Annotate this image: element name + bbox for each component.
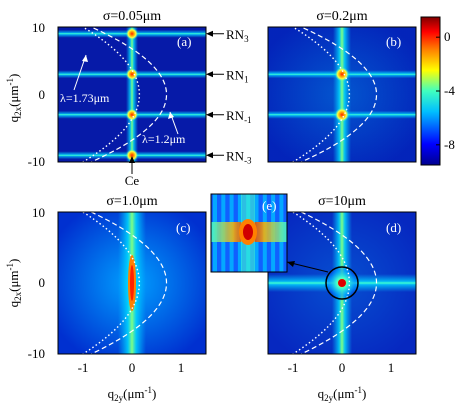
panel-b-frame (267, 26, 417, 163)
panel-c: σ=1.0μm (c) 10 0 -10 q2x(μm-1) -1 0 1 q2… (5, 194, 207, 403)
panel-d-dashed-curve (299, 212, 378, 354)
panel-d-center-spot (338, 279, 346, 287)
panel-c-xtick-left: -1 (78, 360, 89, 375)
panel-a-ylabel: q2x(μm-1) (5, 74, 23, 123)
panel-a-center-label: Ce (125, 173, 140, 188)
inset-e: (e) (210, 193, 329, 273)
panel-a-lambda-dotted-label: λ=1.73μm (60, 91, 110, 105)
panel-a-center-arrowhead (129, 156, 135, 163)
panel-a-lambda-dashed-label: λ=1.2μm (142, 132, 186, 146)
panel-c-title: σ=1.0μm (106, 194, 157, 209)
panel-d: σ=10μm (d) -1 0 1 q2y(μm-1) (267, 194, 417, 403)
panel-c-xtick-right: 1 (178, 360, 185, 375)
panel-c-dashed-curve (89, 212, 168, 354)
panel-c-center-core (130, 265, 134, 301)
panel-a-ytick-bottom: -10 (28, 154, 45, 169)
rn-arrowhead (206, 152, 213, 159)
panel-a-rn-labels: RN3 RN1 RN-1 RN-3 (206, 27, 252, 165)
panel-a-center-line (126, 27, 138, 162)
panel-b-dashed-curve (299, 27, 378, 162)
resonance-spot (126, 27, 138, 40)
resonance-spot (126, 149, 138, 162)
panel-a-label: (a) (177, 34, 191, 49)
panel-b: σ=0.2μm (b) (267, 9, 417, 163)
panel-c-ytick-bottom: -10 (28, 346, 45, 361)
rn-label: RN3 (226, 27, 249, 44)
panel-b-center-line (333, 27, 351, 162)
panel-b-label: (b) (386, 34, 401, 49)
panel-c-ylabel: q2x(μm-1) (5, 259, 23, 308)
inset-e-arrowhead (287, 261, 295, 267)
rn-arrowhead (206, 111, 213, 118)
panel-a-spots (126, 27, 138, 162)
panel-a-ytick-top: 10 (32, 20, 45, 35)
rn-arrowhead (206, 71, 213, 78)
resonance-spot (335, 67, 349, 82)
panel-d-xtick-mid: 0 (339, 360, 346, 375)
panel-c-frame (57, 211, 207, 355)
rn-label: RN-3 (226, 148, 252, 165)
panel-b-title: σ=0.2μm (316, 9, 367, 24)
panel-d-dotted-curve (291, 212, 351, 354)
panel-c-xtick-mid: 0 (129, 360, 136, 375)
panel-c-dotted-curve (81, 212, 141, 354)
rn-arrowhead (206, 30, 213, 37)
panel-c-label: (c) (176, 220, 190, 235)
colorbar-tick-label: -8 (444, 137, 455, 152)
panel-d-xlabel: q2y(μm-1) (318, 385, 367, 403)
panel-a-lambda-dashed-arrowhead (168, 112, 174, 119)
panel-c-ytick-top: 10 (32, 205, 45, 220)
panel-a-lambda-dotted-arrowhead (82, 55, 88, 62)
inset-e-frame (210, 193, 288, 273)
panel-c-xlabel: q2y(μm-1) (108, 385, 157, 403)
colorbar-tick-label: 0 (444, 29, 451, 44)
resonance-spot (335, 107, 349, 122)
resonance-spot (126, 68, 138, 81)
panel-a: σ=0.05μm (a) 10 0 -10 q2x(μm-1) RN3RN1RN… (5, 9, 252, 188)
panel-d-label: (d) (386, 220, 401, 235)
panel-b-dotted-curve (291, 27, 351, 162)
colorbar-ticks: 0 -4 -8 (436, 29, 455, 152)
inset-e-label: (e) (262, 198, 276, 213)
colorbar-tick-label: -4 (444, 83, 455, 98)
panel-d-zoom-circle (325, 266, 359, 300)
panel-c-ytick-mid: 0 (39, 275, 46, 290)
panel-d-xtick-left: -1 (288, 360, 299, 375)
panel-a-title: σ=0.05μm (103, 9, 161, 24)
panel-d-title: σ=10μm (318, 194, 366, 209)
rn-label: RN-1 (226, 108, 252, 125)
resonance-spot (126, 108, 138, 121)
inset-e-spot-core (243, 224, 253, 240)
panel-a-dotted-curve (81, 27, 141, 162)
colorbar: 0 -4 -8 (420, 16, 455, 166)
panel-d-xtick-right: 1 (388, 360, 395, 375)
panel-a-dashed-curve (89, 27, 168, 162)
panel-a-ytick-mid: 0 (39, 87, 46, 102)
rn-label: RN1 (226, 67, 249, 84)
panel-d-frame (267, 211, 417, 355)
